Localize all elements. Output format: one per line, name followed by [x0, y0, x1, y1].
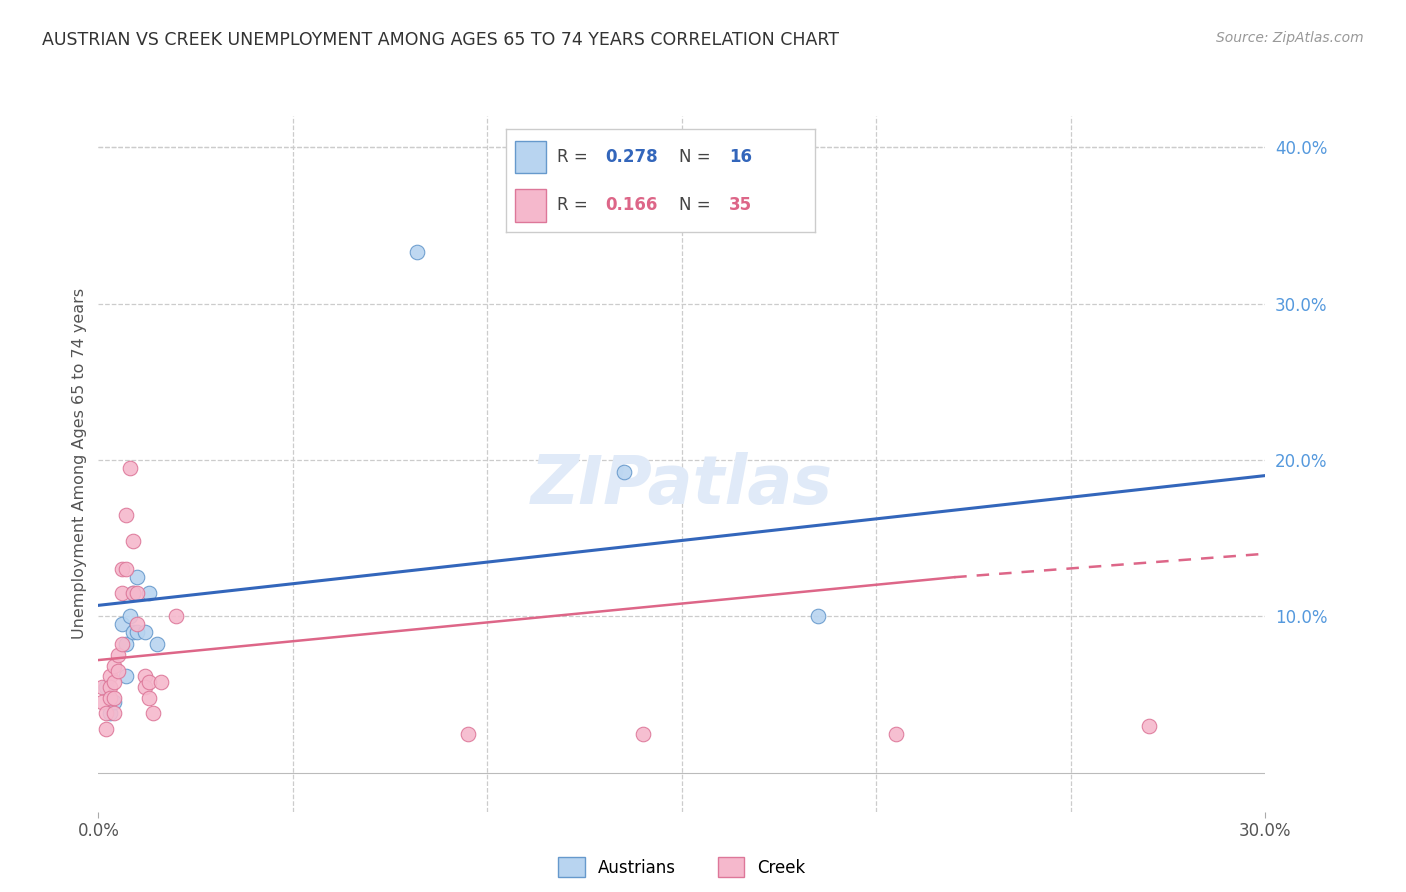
Point: [127, 624, 149, 639]
Point: [98, 706, 121, 721]
Text: AUSTRIAN VS CREEK UNEMPLOYMENT AMONG AGES 65 TO 74 YEARS CORRELATION CHART: AUSTRIAN VS CREEK UNEMPLOYMENT AMONG AGE…: [42, 31, 839, 49]
Point: [114, 669, 136, 683]
Point: [103, 695, 125, 709]
Point: [103, 659, 125, 673]
Point: [134, 680, 156, 694]
Legend: Austrians, Creek: Austrians, Creek: [551, 851, 813, 883]
Point: [127, 586, 149, 600]
Point: [118, 609, 141, 624]
Y-axis label: Unemployment Among Ages 65 to 74 years: Unemployment Among Ages 65 to 74 years: [72, 288, 87, 640]
Text: 0.278: 0.278: [605, 148, 658, 166]
Text: 0.166: 0.166: [605, 195, 658, 214]
Point: [631, 726, 654, 740]
Point: [107, 664, 129, 678]
FancyBboxPatch shape: [516, 141, 547, 173]
Point: [111, 586, 134, 600]
Point: [91, 695, 114, 709]
Point: [103, 690, 125, 705]
Point: [138, 675, 160, 690]
Point: [118, 460, 141, 475]
Text: R =: R =: [557, 195, 593, 214]
Point: [884, 726, 907, 740]
Point: [127, 617, 149, 632]
Text: R =: R =: [557, 148, 593, 166]
Point: [127, 570, 149, 584]
Point: [165, 609, 187, 624]
Point: [103, 706, 125, 721]
Text: ZIPatlas: ZIPatlas: [531, 451, 832, 517]
Point: [91, 680, 114, 694]
Point: [96, 722, 118, 736]
Point: [122, 586, 145, 600]
Point: [111, 637, 134, 651]
Text: Source: ZipAtlas.com: Source: ZipAtlas.com: [1216, 31, 1364, 45]
Point: [114, 562, 136, 576]
Point: [122, 586, 145, 600]
Point: [107, 648, 129, 663]
Point: [103, 675, 125, 690]
Point: [98, 690, 121, 705]
Point: [122, 624, 145, 639]
Point: [142, 706, 165, 721]
Point: [114, 637, 136, 651]
FancyBboxPatch shape: [516, 189, 547, 221]
Point: [149, 675, 172, 690]
Point: [138, 586, 160, 600]
Point: [1137, 719, 1160, 733]
Text: N =: N =: [679, 195, 716, 214]
Point: [98, 680, 121, 694]
Point: [138, 690, 160, 705]
Point: [406, 244, 429, 259]
Point: [122, 534, 145, 549]
Point: [807, 609, 830, 624]
Point: [98, 669, 121, 683]
Point: [111, 617, 134, 632]
Point: [134, 624, 156, 639]
Point: [457, 726, 479, 740]
Text: 35: 35: [728, 195, 752, 214]
Point: [134, 669, 156, 683]
Point: [613, 466, 636, 480]
Point: [96, 680, 118, 694]
Text: N =: N =: [679, 148, 716, 166]
Point: [96, 706, 118, 721]
Text: 16: 16: [728, 148, 752, 166]
Point: [114, 508, 136, 522]
Point: [146, 637, 169, 651]
Point: [111, 562, 134, 576]
